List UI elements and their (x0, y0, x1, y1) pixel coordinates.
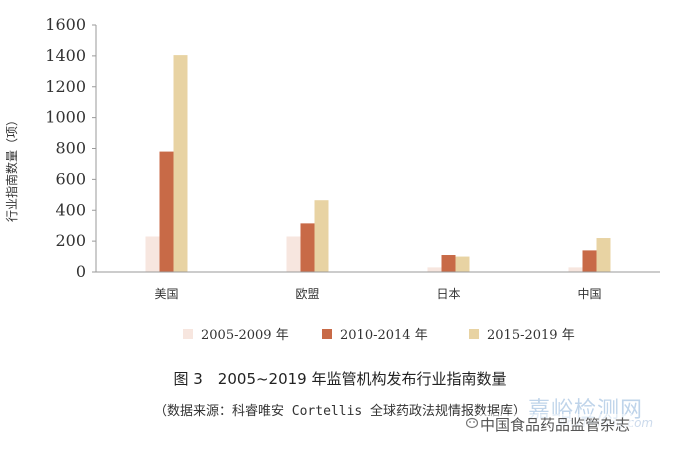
bar (427, 267, 442, 272)
bar (441, 255, 456, 272)
y-tick-label: 200 (55, 231, 86, 250)
x-axis: 美国 欧盟 日本 中国 (96, 271, 660, 301)
wechat-icon (466, 417, 479, 429)
y-axis-label: 行业指南数量（项） (4, 114, 19, 222)
y-tick-label: 400 (55, 200, 86, 219)
x-tick-label: 日本 (436, 287, 460, 301)
bar (145, 236, 160, 272)
figure-source: （数据来源：科睿唯安 Cortellis 全球药政法规情报数据库） (153, 404, 527, 419)
bar (300, 223, 315, 272)
bar (314, 200, 329, 272)
legend-label: 2010-2014 年 (340, 328, 428, 343)
legend-label: 2015-2019 年 (487, 328, 575, 343)
watermark-account: 中国食品药品监管杂志 (478, 414, 633, 435)
y-tick-label: 600 (55, 169, 86, 188)
bars (145, 55, 611, 273)
y-tick-label: 0 (76, 262, 86, 281)
bar (173, 55, 188, 273)
y-tick-label: 800 (55, 139, 86, 158)
bar (568, 267, 583, 272)
bar (286, 236, 301, 272)
bar (455, 256, 470, 272)
bar-chart: 0 200 400 600 800 1000 1200 1400 1600 美国 欧盟 日本 中国 2… (4, 15, 660, 343)
y-tick-label: 1200 (45, 77, 86, 96)
bar (159, 151, 174, 272)
legend: 2005-2009 年 2010-2014 年 2015-2019 年 (183, 328, 575, 343)
y-tick-label: 1400 (45, 46, 86, 65)
y-tick-label: 1000 (45, 108, 86, 127)
x-tick-label: 美国 (154, 287, 178, 301)
x-tick-label: 中国 (577, 286, 601, 301)
legend-swatch (469, 329, 479, 339)
legend-swatch (183, 329, 193, 339)
x-tick-label: 欧盟 (295, 287, 319, 301)
bar (596, 238, 611, 272)
legend-swatch (322, 329, 332, 339)
legend-label: 2005-2009 年 (201, 328, 289, 343)
figure-caption: 图 3 2005~2019 年监管机构发布行业指南数量 (173, 370, 507, 388)
bar (582, 250, 597, 272)
y-tick-label: 1600 (45, 15, 86, 34)
y-axis: 0 200 400 600 800 1000 1200 1400 1600 (45, 15, 97, 281)
